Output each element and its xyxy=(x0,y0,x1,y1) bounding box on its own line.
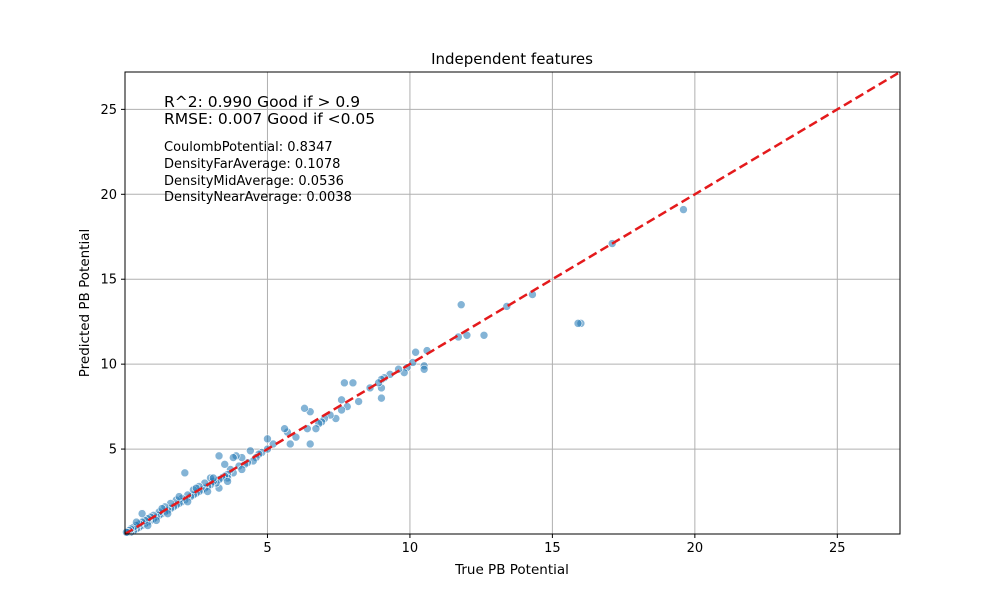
data-point xyxy=(419,364,429,374)
x-tick-label: 10 xyxy=(402,541,419,556)
data-point xyxy=(348,378,358,388)
data-point xyxy=(174,492,184,501)
data-point xyxy=(377,393,386,403)
data-point xyxy=(305,439,315,449)
data-point xyxy=(280,424,289,433)
data-point xyxy=(214,451,224,461)
x-axis-label: True PB Potential xyxy=(454,562,569,578)
chart-title: Independent features xyxy=(431,50,593,68)
data-point xyxy=(137,509,147,518)
axis-ticks: 5 10 15 20 25 5 10 15 20 25 xyxy=(100,103,845,556)
data-point xyxy=(479,330,489,340)
data-point xyxy=(300,404,309,413)
data-point xyxy=(354,397,363,406)
y-axis-label: Predicted PB Potential xyxy=(77,229,93,378)
r2-annotation: R^2: 0.990 Good if > 0.9 xyxy=(164,93,360,111)
data-point xyxy=(228,453,238,462)
y-tick-label: 25 xyxy=(100,103,117,118)
data-point xyxy=(263,434,272,444)
feature-importance-4: DensityNearAverage: 0.0038 xyxy=(164,190,352,205)
x-tick-label: 5 xyxy=(263,541,271,556)
data-point xyxy=(337,395,346,405)
data-point xyxy=(456,300,466,309)
plot-area-frame xyxy=(124,71,901,535)
x-tick-label: 15 xyxy=(544,541,561,556)
rmse-annotation: RMSE: 0.007 Good if <0.05 xyxy=(164,110,375,128)
y-tick-label: 10 xyxy=(100,358,117,373)
data-point xyxy=(220,460,230,469)
data-point xyxy=(223,477,232,486)
feature-importance-1: CoulombPotential: 0.8347 xyxy=(164,140,333,155)
data-points xyxy=(122,205,688,537)
x-tick-label: 25 xyxy=(829,541,846,556)
data-point xyxy=(340,378,349,388)
data-point xyxy=(411,347,420,357)
x-tick-label: 20 xyxy=(687,541,704,556)
y-tick-label: 20 xyxy=(100,188,117,203)
data-point xyxy=(246,446,255,456)
data-point xyxy=(180,468,190,478)
feature-importance-3: DensityMidAverage: 0.0536 xyxy=(164,174,344,189)
data-point xyxy=(143,521,153,530)
data-point xyxy=(203,487,212,496)
feature-importance-2: DensityFarAverage: 0.1078 xyxy=(164,157,340,172)
data-point xyxy=(679,205,688,214)
data-point xyxy=(237,465,247,474)
data-point xyxy=(285,439,295,449)
data-point xyxy=(311,424,321,433)
data-point xyxy=(291,432,301,442)
reference-line xyxy=(124,70,901,536)
y-tick-label: 15 xyxy=(100,273,117,288)
y-tick-label: 5 xyxy=(109,443,117,458)
data-point xyxy=(573,319,583,328)
